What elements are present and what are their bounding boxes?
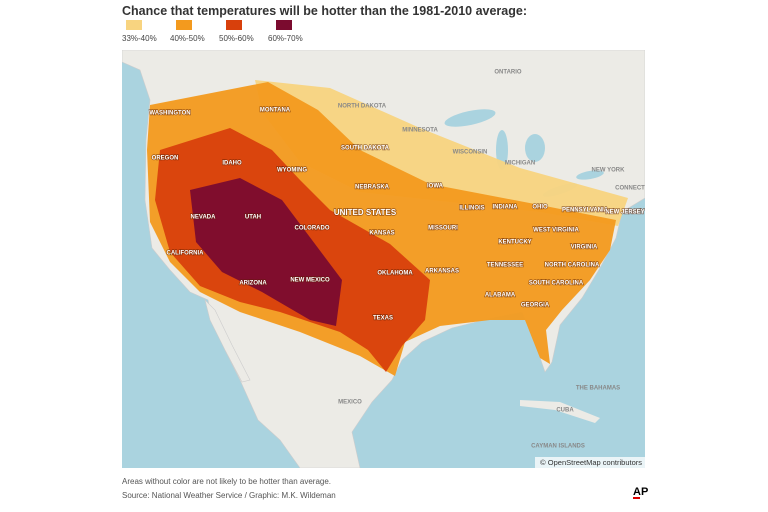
map-label: CAYMAN ISLANDS [531,444,585,450]
map-label: OKLAHOMA [377,271,413,277]
map-label: NEVADA [191,215,217,221]
cuba [520,400,600,423]
zone-33-40 [255,80,628,226]
map-label: NORTH DAKOTA [338,104,387,110]
map-label: GEORGIA [521,303,550,309]
map-label: CUBA [556,408,574,414]
map-label: THE BAHAMAS [576,386,620,392]
map-label: NORTH CAROLINA [545,263,600,269]
map-label: UTAH [245,215,261,221]
map-label: WISCONSIN [453,150,488,156]
map-label: IDAHO [222,161,242,167]
legend-swatch [176,20,192,30]
legend-swatch [126,20,142,30]
attribution-bg [535,457,645,468]
map-label: MICHIGAN [505,161,535,167]
legend: 33%-40% 40%-50% 50%-60% 60%-70% [122,20,303,43]
map-label: CONNECT [615,186,645,192]
map-label: SOUTH DAKOTA [341,146,390,152]
map-label: KENTUCKY [498,240,531,246]
map-label: WASHINGTON [149,111,190,117]
legend-label: 50%-60% [219,34,254,43]
attribution[interactable]: © OpenStreetMap contributors [540,458,642,467]
legend-label: 40%-50% [170,34,205,43]
map-label: NEW MEXICO [290,278,330,284]
map-label: TENNESSEE [487,263,523,269]
legend-label: 33%-40% [122,34,157,43]
logo-bar [633,497,640,499]
map-label: NEW JERSEY [605,210,644,216]
source: Source: National Weather Service / Graph… [122,491,336,500]
footnote: Areas without color are not likely to be… [122,477,331,486]
baja [204,299,251,383]
map-label: PENNSYLVANIA [562,208,609,214]
map-label: INDIANA [493,205,519,211]
map-label: UNITED STATES [334,208,397,217]
map-label: VIRGINIA [571,245,598,251]
map-label: CALIFORNIA [167,251,205,257]
map: ONTARIO NORTH DAKOTA MINNESOTA WASHINGTO… [122,50,645,468]
map-label: WEST VIRGINIA [533,228,579,234]
map-label: ARKANSAS [425,269,459,275]
map-label: SOUTH CAROLINA [529,281,584,287]
map-label: OHIO [532,205,548,211]
map-label: MONTANA [260,108,291,114]
map-label: COLORADO [295,226,330,232]
map-label: IOWA [427,184,444,190]
map-label: ILLINOIS [459,206,484,212]
map-label: WYOMING [277,168,307,174]
legend-label: 60%-70% [268,34,303,43]
legend-swatch [276,20,292,30]
map-label: ALABAMA [485,293,516,299]
map-label: ONTARIO [494,70,522,76]
map-label: MINNESOTA [402,128,438,134]
map-label: NEBRASKA [355,185,390,191]
map-label: MISSOURI [428,226,458,232]
map-label: MEXICO [338,400,362,406]
logo: AP [633,486,648,498]
map-label: OREGON [152,156,179,162]
map-label: ARIZONA [239,281,267,287]
map-labels: ONTARIO NORTH DAKOTA MINNESOTA WASHINGTO… [149,70,645,450]
map-label: TEXAS [373,316,393,322]
zone-60-70 [190,178,342,326]
legend-swatch [226,20,242,30]
map-label: NEW YORK [592,168,626,174]
title: Chance that temperatures will be hotter … [122,4,527,18]
map-label: KANSAS [369,231,394,237]
